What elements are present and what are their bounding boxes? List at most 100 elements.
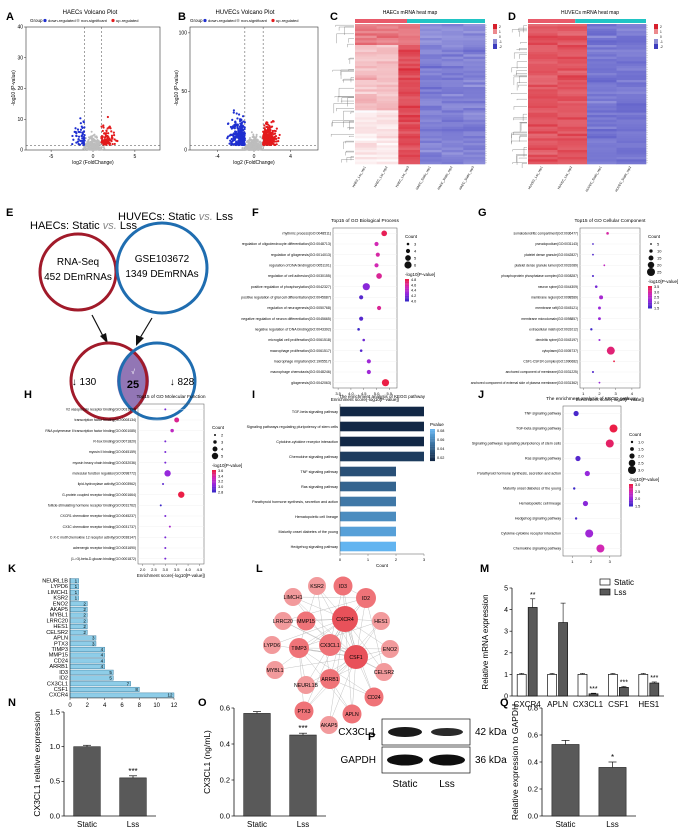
term-dot	[164, 440, 167, 443]
heatmap-cell	[441, 150, 464, 153]
term-label: Ras signaling pathway	[525, 457, 561, 461]
heatmap-scale-label: -1	[660, 40, 663, 44]
x-tick-label: 4.5	[361, 391, 367, 396]
heatmap-cell	[420, 87, 442, 90]
volcano-title: HAECs Volcano Plot	[63, 10, 118, 16]
volcano-point-down	[75, 141, 78, 144]
heatmap-cell	[355, 47, 377, 50]
heatmap-column-label: HAEC_Lss_rep1	[351, 165, 366, 188]
volcano-point-down	[236, 126, 239, 130]
heatmap-cell	[398, 54, 421, 57]
heatmap-cell	[441, 136, 464, 139]
volcano-point-down	[227, 122, 230, 125]
volcano-point-down	[241, 124, 244, 127]
gene-label: ID2	[59, 676, 68, 682]
degree-bar	[69, 681, 131, 687]
heatmap-cell	[616, 84, 647, 88]
heatmap-cell	[376, 87, 399, 90]
term-dot	[596, 544, 605, 553]
volcano-point-down	[229, 125, 233, 129]
volcano-point	[259, 144, 262, 147]
heatmap-cell	[355, 89, 377, 92]
heatmap-cell	[528, 152, 558, 155]
heatmap-cell	[376, 77, 399, 81]
panel-label-M: M	[480, 563, 489, 575]
heatmap-cell	[355, 33, 377, 36]
x-category-label: Static	[77, 820, 97, 829]
volcano-point-up	[266, 131, 269, 134]
heatmap-cell	[376, 63, 399, 67]
term-dot	[599, 295, 604, 300]
heatmap-cell	[463, 108, 486, 111]
heatmap-cell	[441, 61, 464, 64]
legend-label: 4.0	[411, 299, 416, 303]
heatmap-cell	[420, 91, 442, 95]
gene-label: CD24	[54, 658, 68, 664]
heatmap-cell	[441, 28, 464, 32]
y-tick-label: 3	[504, 629, 508, 636]
heatmap-cell	[420, 26, 442, 29]
kegg-term-label: TGF-beta signaling pathway	[292, 410, 338, 414]
heatmap-cell	[355, 140, 377, 144]
heatmap-column-label: HAEC_Static_rep3	[458, 165, 475, 190]
heatmap-cell	[420, 136, 442, 139]
heatmap-cell	[376, 49, 399, 53]
term-label: molecular function regulator(GO:0098772)	[72, 472, 136, 476]
kegg-term-label: TNF signaling pathway	[300, 470, 338, 474]
heatmap-cell	[398, 38, 421, 41]
legend-label: 2.0	[654, 301, 659, 305]
heatmap-cell	[441, 66, 464, 69]
venn-overlap-count: 25	[127, 379, 139, 391]
significance-mark: ***	[650, 675, 658, 682]
network-node-label: HES1	[374, 619, 388, 625]
term-label: G-protein coupled receptor binding(GO:00…	[62, 493, 136, 497]
heatmap-cell	[376, 33, 399, 36]
legend-label: 5	[657, 242, 660, 247]
volcano-point-up	[275, 137, 278, 140]
heatmap-cell	[587, 119, 617, 123]
kegg-term-label: Hedgehog signaling pathway	[291, 545, 339, 549]
heatmap-cell	[463, 87, 486, 90]
legend-title: -log10[P-value]	[405, 272, 435, 277]
heatmap-cell	[376, 59, 399, 62]
gene-label: MYBL1	[50, 613, 68, 619]
gene-label: ENO2	[53, 601, 68, 607]
heatmap-cell	[420, 117, 442, 120]
panel-label-J: J	[478, 389, 484, 401]
volcano-point	[252, 138, 255, 141]
volcano-point-down	[237, 143, 240, 147]
volcano-point-up	[106, 137, 109, 141]
heatmap-cell	[528, 147, 558, 151]
heatmap-cell	[616, 52, 647, 55]
heatmap-cell	[355, 54, 377, 57]
bar-lss	[527, 607, 538, 697]
volcano-point-down	[78, 130, 82, 134]
heatmap-cell	[398, 89, 421, 92]
volcano-point-up	[264, 133, 267, 136]
panel-label-A: A	[6, 11, 14, 23]
term-label: R-box binding(GO:0071820)	[93, 440, 136, 444]
heatmap-cell	[376, 98, 399, 102]
degree-bar	[69, 652, 105, 658]
heatmap-cell	[441, 143, 464, 146]
heatmap-cell	[441, 131, 464, 134]
heatmap-cell	[557, 24, 588, 27]
heatmap-cell	[557, 105, 588, 109]
legend-size-dot	[214, 434, 216, 436]
heatmap-cell	[355, 98, 377, 102]
heatmap-cell	[441, 77, 464, 81]
heatmap-cell	[441, 87, 464, 90]
volcano-point	[92, 148, 95, 151]
heatmap-cell	[463, 103, 486, 106]
hub-degree-barplot: NEURL1B 1 LYPD6 1 LIMCH1 1 KSR2 1 ENO2 2 AKAP5 2 MYB…	[42, 578, 178, 709]
volcano-point-up	[103, 132, 106, 135]
heatmap-cell	[463, 140, 486, 144]
term-dot	[359, 349, 363, 352]
term-label: negative regulation of DNA binding(GO:00…	[255, 328, 331, 332]
heatmap-cell	[616, 94, 647, 97]
volcano-point-down	[234, 133, 237, 136]
network-node-label: AKAP5	[321, 723, 338, 729]
heatmap-cell	[398, 56, 421, 60]
heatmap-cell	[376, 24, 399, 27]
heatmap-cell	[420, 122, 442, 125]
